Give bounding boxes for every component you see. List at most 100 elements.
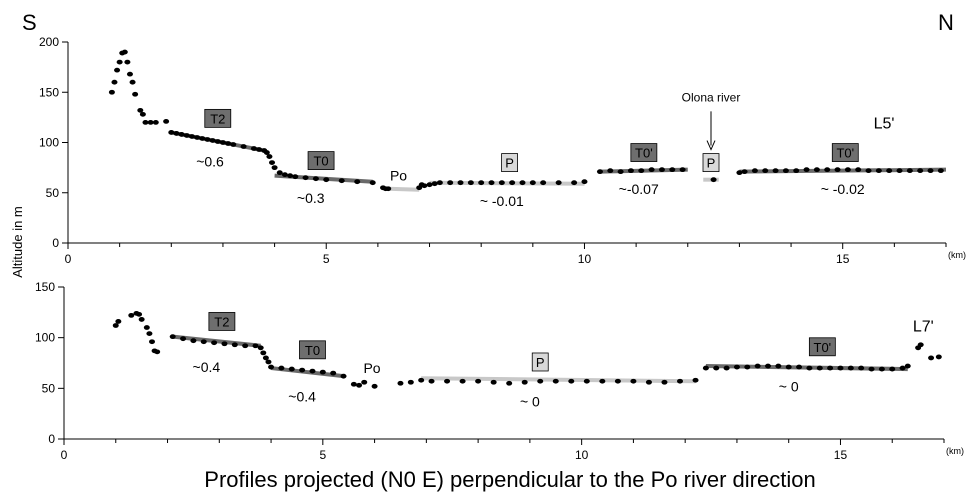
direction-south-label: S (22, 10, 37, 35)
panel1-data-point (488, 180, 495, 186)
panel1-unit-badge-label: T2 (210, 111, 225, 126)
panel1-data-point (555, 180, 562, 186)
panel1-data-point (617, 169, 624, 175)
panel1-unit-badge-label: T0' (635, 146, 653, 161)
panel2-data-point (143, 325, 150, 330)
panel2-data-point (552, 378, 559, 384)
panel1-data-point (287, 173, 294, 179)
panel2-data-point (149, 339, 155, 345)
panel1-x-tick-label: 10 (578, 252, 592, 266)
panel1-data-point (271, 165, 278, 171)
panel1-data-point (540, 180, 547, 186)
panel2-data-point (190, 338, 197, 344)
panel1-data-point (772, 168, 779, 174)
panel2-data-point (268, 364, 275, 370)
panel2-data-point (847, 365, 854, 371)
panel1-data-point (627, 168, 634, 174)
panel1-unit-badge: T0 (307, 151, 335, 170)
panel1-annotation: ~ -0.01 (480, 193, 524, 209)
panel2-data-point (568, 378, 575, 384)
panel2-data-point (340, 373, 347, 379)
panel2-data-point (231, 342, 238, 348)
panel2-data-point (796, 364, 803, 370)
panel1-data-point (571, 180, 578, 186)
panel1-data-point (219, 140, 226, 145)
panel1-data-point (139, 111, 146, 117)
panel2-data-point (288, 366, 295, 372)
panel1-data-point (607, 168, 614, 174)
panel1-x-tick-label: 5 (323, 252, 330, 266)
panel1-data-point (436, 180, 443, 186)
panel2-data-point (260, 350, 267, 356)
panel2-data-point (868, 366, 875, 372)
panel2-y-tick-label: 0 (48, 432, 55, 446)
panel2-x-tick-label: 10 (575, 448, 589, 462)
panel1-data-point (225, 141, 232, 146)
panel1-data-point (457, 180, 464, 186)
panel2-data-point (837, 365, 844, 371)
panel1-annotation: ~ -0.02 (821, 181, 865, 197)
panel1-data-point (369, 180, 376, 186)
panel2-data-point (692, 377, 699, 383)
panel1-data-point (312, 176, 319, 182)
panel1-y-tick-label: 150 (39, 85, 59, 99)
panel1-data-point (581, 179, 588, 185)
panel1-terrace-segment (739, 167, 947, 174)
panel1-data-point (886, 168, 893, 174)
panel2-data-point (330, 370, 337, 376)
panel1-data-point (896, 168, 903, 174)
panel1-profile-label: L5' (874, 115, 895, 132)
panel1-data-point (638, 168, 645, 174)
panel2-data-point (211, 340, 218, 346)
panel2-unit-badge: T2 (208, 312, 236, 331)
panel1-data-point (431, 181, 438, 187)
panel1-y-tick-label: 200 (39, 35, 59, 49)
panel2-data-point (136, 311, 143, 317)
panel1-data-point (917, 168, 924, 174)
panel1-data-point (263, 150, 270, 155)
panel1-data-point (199, 136, 206, 141)
panel1-unit-badge: T2 (204, 108, 232, 128)
panel1-data-point (256, 147, 263, 152)
panel2-data-point (299, 367, 306, 373)
panel1-data-point (323, 177, 330, 183)
panel2-data-point (702, 365, 709, 371)
panel2-x-tick-label: 0 (61, 448, 68, 462)
panel1-annotation: ~0.6 (196, 154, 224, 170)
panel2-unit-badge-box (299, 340, 326, 360)
panel1-data-point (478, 180, 485, 186)
panel2-annotation: ~0.4 (288, 389, 316, 405)
panel1-data-point (658, 167, 665, 173)
panel1-data-point (126, 71, 133, 77)
panel1-data-point (281, 172, 288, 178)
panel1-unit-badge: P (702, 153, 720, 173)
panel1-data-point (385, 186, 392, 192)
panel1-data-point (648, 167, 655, 173)
panel2-data-point (733, 364, 740, 370)
panel2-data-point (677, 378, 683, 384)
panel1-data-point (782, 168, 789, 174)
panel1-data-point (194, 135, 201, 140)
panel2-y-tick-label: 150 (35, 280, 55, 294)
panel2-unit-badge: T0' (808, 337, 836, 357)
panel2-data-point (459, 378, 466, 384)
panel2-data-point (180, 336, 187, 342)
panel2-data-point (630, 378, 637, 384)
panel1-river-label: Olona river (682, 90, 741, 104)
direction-north-label: N (938, 10, 954, 35)
panel1-data-point (844, 167, 851, 173)
panel1-unit-badge: P (501, 153, 518, 173)
panel1-y-tick-label: 0 (52, 236, 59, 250)
panel2-data-point (490, 379, 497, 385)
panel2-data-point (397, 380, 404, 386)
panel2-data-point (878, 366, 885, 372)
panel2-data-point (154, 349, 161, 355)
panel1-data-point (129, 79, 136, 85)
panel2-unit-badge-label: T0' (814, 340, 832, 355)
panel2-data-point (169, 334, 176, 340)
panel1-data-point (269, 160, 276, 166)
panel1-data-point (204, 137, 211, 142)
panel2-data-point (537, 378, 544, 384)
panel1-data-point (108, 89, 115, 95)
panel1-data-point (163, 118, 170, 124)
